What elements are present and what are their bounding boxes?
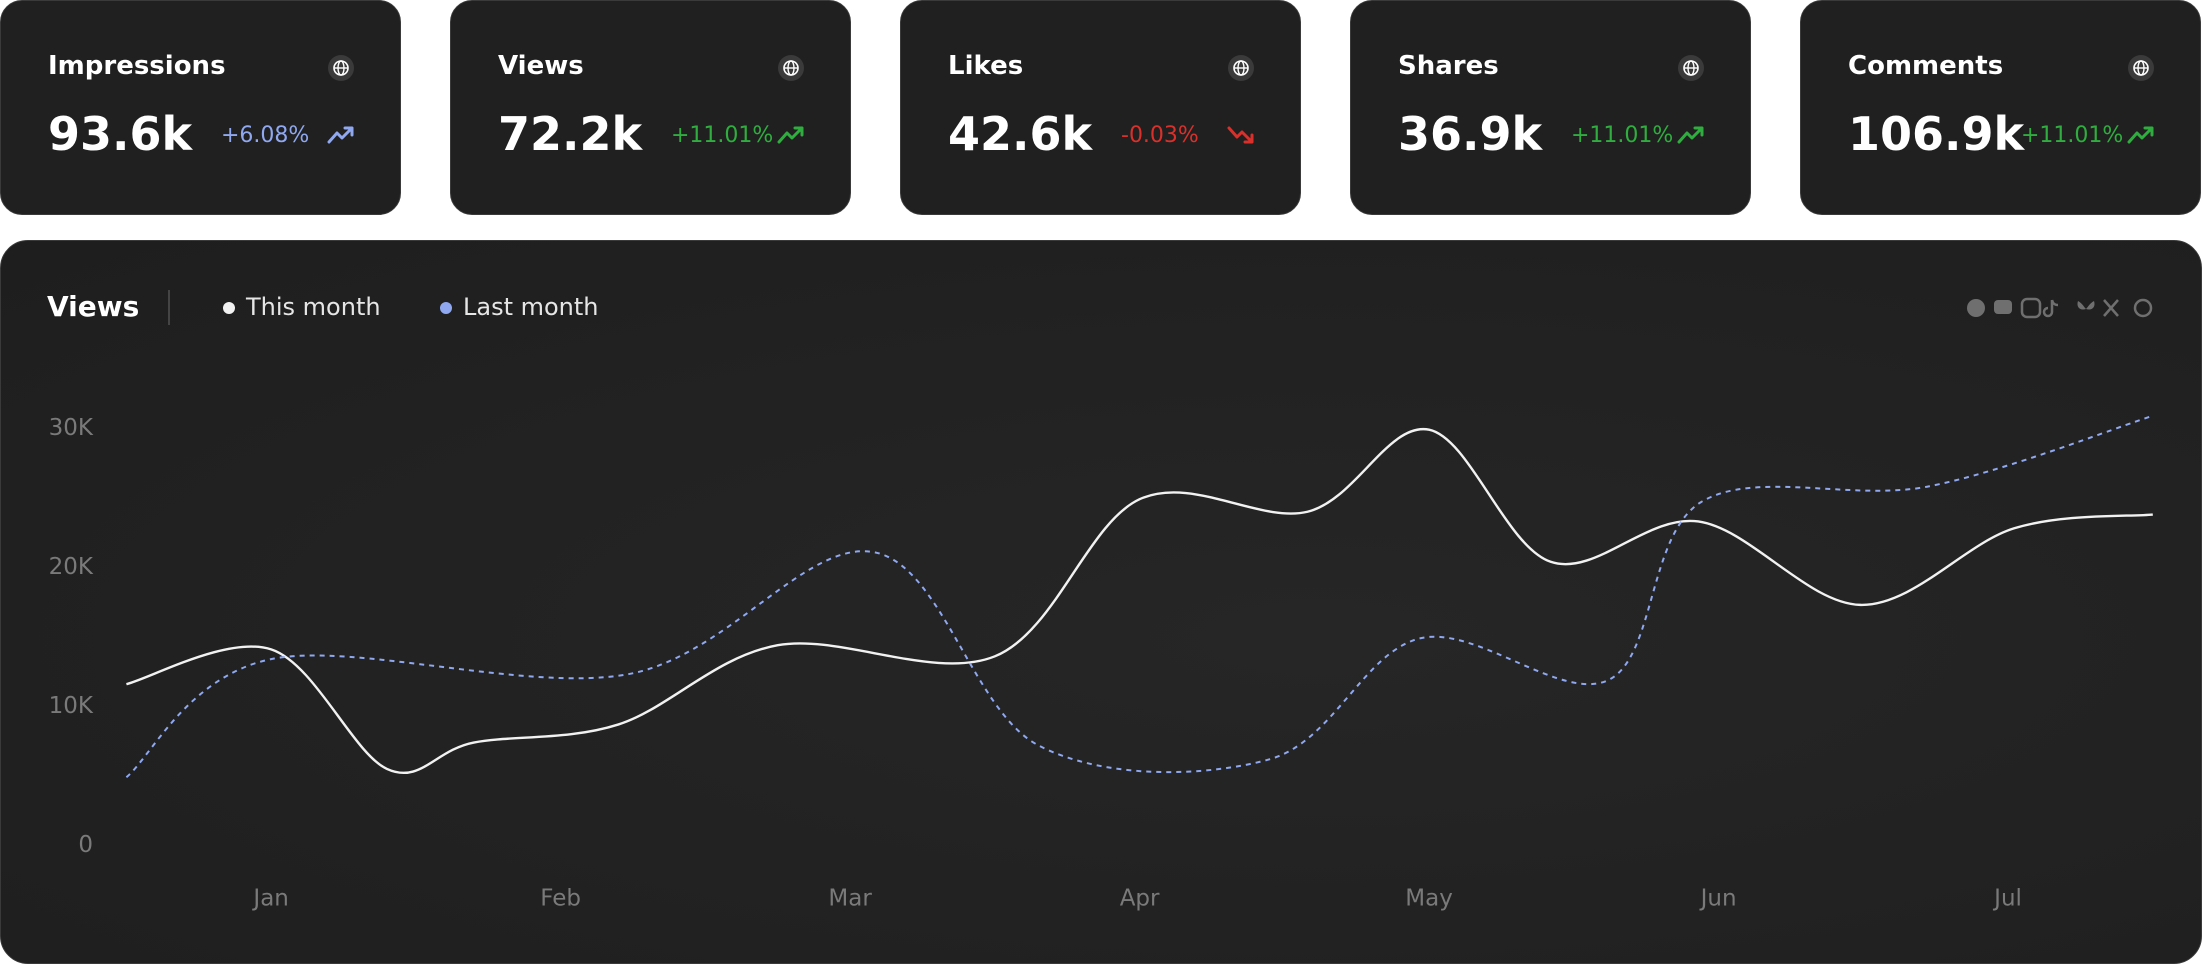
trend-icon	[1677, 126, 1704, 144]
card-title: Likes	[948, 51, 1024, 81]
x-tick-label: Feb	[540, 886, 581, 912]
card-title: Views	[498, 51, 584, 81]
stat-card: Views 72.2k +11.01%	[450, 0, 851, 215]
card-value: 36.9k	[1398, 107, 1543, 161]
globe-icon	[778, 55, 804, 81]
card-value: 72.2k	[498, 107, 643, 161]
x-tick-label: Jul	[1992, 886, 2022, 912]
x-tick-label: Apr	[1120, 886, 1160, 912]
x-tick-label: Jun	[1699, 886, 1737, 912]
card-value: 42.6k	[948, 107, 1093, 161]
stat-card: Comments 106.9k +11.01%	[1800, 0, 2201, 215]
card-title: Impressions	[48, 51, 226, 81]
stat-card: Shares 36.9k +11.01%	[1350, 0, 1751, 215]
series-line	[126, 427, 2153, 775]
card-change: +6.08%	[221, 123, 310, 148]
series-line	[125, 414, 2154, 779]
y-tick-label: 30K	[49, 415, 94, 441]
card-title: Shares	[1398, 51, 1499, 81]
social-icons	[1967, 297, 2153, 319]
x-tick-label: Jan	[251, 886, 288, 912]
card-change: +11.01%	[2021, 123, 2124, 148]
x-tick-label: Mar	[828, 886, 872, 912]
card-title: Comments	[1848, 51, 2004, 81]
card-change: +11.01%	[1571, 123, 1674, 148]
globe-icon	[328, 55, 354, 81]
legend-label: This month	[245, 293, 381, 321]
y-tick-label: 10K	[49, 693, 94, 719]
card-value: 93.6k	[48, 107, 193, 161]
globe-icon	[2128, 55, 2154, 81]
chart-panel	[0, 240, 2202, 964]
y-tick-label: 20K	[49, 554, 94, 580]
legend-marker	[223, 302, 235, 314]
card-value: 106.9k	[1848, 107, 2025, 161]
globe-icon	[1678, 55, 1704, 81]
legend-label: Last month	[463, 293, 599, 321]
globe-icon	[1228, 55, 1254, 81]
card-change: +11.01%	[671, 123, 774, 148]
y-tick-label: 0	[78, 832, 93, 858]
card-change: -0.03%	[1121, 123, 1199, 148]
trend-icon	[2127, 126, 2154, 144]
stat-card: Impressions 93.6k +6.08%	[0, 0, 401, 215]
trend-icon	[327, 126, 354, 144]
trend-icon	[1227, 126, 1254, 144]
stat-card: Likes 42.6k -0.03%	[900, 0, 1301, 215]
legend-marker	[440, 302, 452, 314]
chart-title: Views	[47, 290, 139, 323]
trend-icon	[777, 126, 804, 144]
x-tick-label: May	[1405, 886, 1453, 912]
